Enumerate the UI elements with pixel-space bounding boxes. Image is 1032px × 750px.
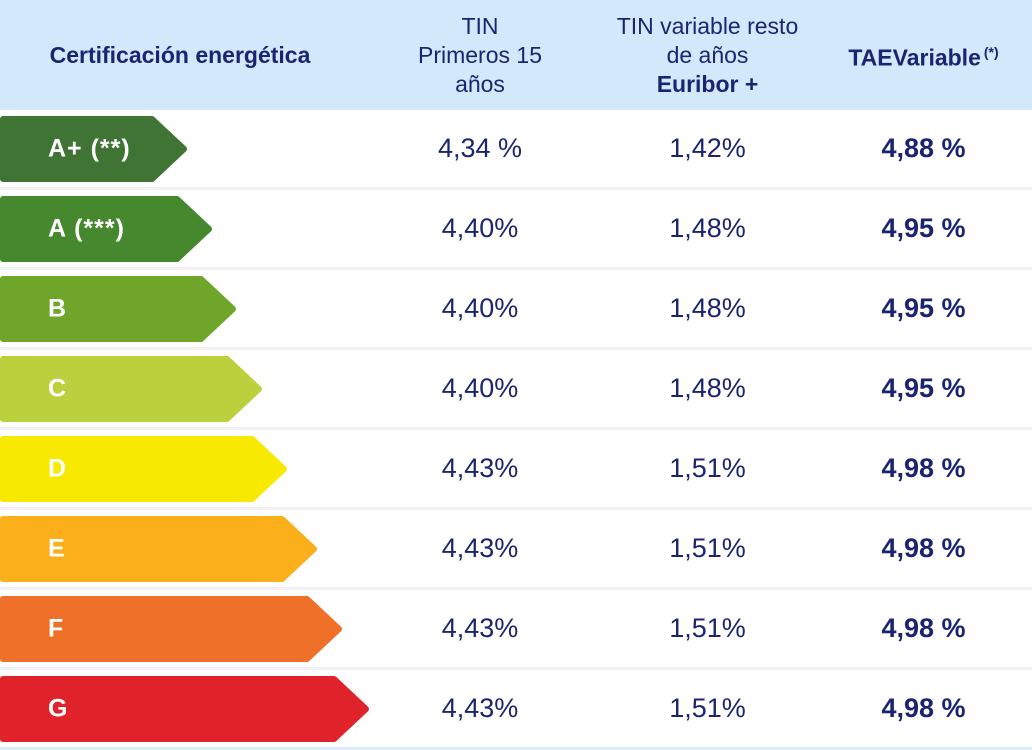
table-header: Certificación energética TIN Primeros 15…	[0, 0, 1032, 110]
header-tae-variable: TAEVariable (*)	[815, 38, 1032, 73]
header-tin-first-15: TIN Primeros 15 años	[360, 12, 600, 99]
energy-rating-label: A (***)	[48, 214, 125, 243]
tae-variable-value: 4,98 %	[881, 693, 966, 723]
tae-variable-value: 4,95 %	[881, 373, 966, 403]
tae-variable-value: 4,98 %	[881, 453, 966, 483]
energy-rating-cell: E	[0, 510, 360, 587]
energy-rating-arrow: F	[0, 596, 380, 662]
euribor-plus-value: 1,51%	[669, 533, 746, 563]
energy-rating-label: F	[48, 614, 65, 643]
header-certification: Certificación energética	[49, 41, 311, 68]
euribor-plus-value: 1,48%	[669, 373, 746, 403]
energy-rating-cell: D	[0, 430, 360, 507]
energy-rating-row: G 4,43% 1,51% 4,98 %	[0, 670, 1032, 750]
energy-rating-arrow: E	[0, 516, 380, 582]
energy-rating-label: C	[48, 374, 68, 403]
energy-rating-arrow: D	[0, 436, 380, 502]
energy-rating-cell: B	[0, 270, 360, 347]
tae-variable-value: 4,95 %	[881, 293, 966, 323]
energy-rating-row: F 4,43% 1,51% 4,98 %	[0, 590, 1032, 670]
energy-rating-cell: A+ (**)	[0, 110, 360, 187]
energy-rating-label: A+ (**)	[48, 134, 131, 163]
euribor-plus-value: 1,42%	[669, 133, 746, 163]
euribor-plus-value: 1,51%	[669, 693, 746, 723]
tae-variable-value: 4,98 %	[881, 533, 966, 563]
tae-variable-value: 4,88 %	[881, 133, 966, 163]
energy-rating-cell: A (***)	[0, 190, 360, 267]
tin-first-15-value: 4,34 %	[437, 133, 523, 163]
energy-rating-arrow: A (***)	[0, 196, 380, 262]
energy-rating-label: B	[48, 294, 68, 323]
euribor-plus-value: 1,51%	[669, 453, 746, 483]
rate-table-body: A+ (**) 4,34 % 1,42% 4,88 % A (***) 4,40…	[0, 110, 1032, 750]
tin-first-15-value: 4,40%	[441, 213, 519, 243]
energy-rating-cell: G	[0, 670, 369, 747]
header-tae-label: TAEVariable	[848, 44, 981, 71]
tin-first-15-value: 4,40%	[441, 293, 519, 323]
tin-first-15-value: 4,40%	[441, 373, 519, 403]
tin-first-15-value: 4,43%	[441, 453, 519, 483]
energy-rating-arrow: C	[0, 356, 380, 422]
euribor-plus-value: 1,51%	[669, 613, 746, 643]
energy-rating-row: B 4,40% 1,48% 4,95 %	[0, 270, 1032, 350]
energy-rating-arrow: A+ (**)	[0, 116, 380, 182]
energy-rating-cell: C	[0, 350, 360, 427]
tin-first-15-value: 4,43%	[441, 693, 519, 723]
header-tin-variable: TIN variable resto de años Euribor +	[600, 12, 815, 99]
energy-rating-label: G	[48, 694, 69, 723]
energy-rating-row: D 4,43% 1,51% 4,98 %	[0, 430, 1032, 510]
tae-variable-value: 4,98 %	[881, 613, 966, 643]
tin-first-15-value: 4,43%	[441, 533, 519, 563]
header-euribor-plus: Euribor +	[656, 70, 759, 97]
header-tae-footnote-marker: (*)	[983, 43, 999, 60]
energy-rating-arrow: B	[0, 276, 380, 342]
euribor-plus-value: 1,48%	[669, 293, 746, 323]
energy-rating-cell: F	[0, 590, 360, 667]
energy-rating-row: C 4,40% 1,48% 4,95 %	[0, 350, 1032, 430]
tin-first-15-value: 4,43%	[441, 613, 519, 643]
header-variable-line-1: TIN variable resto	[616, 12, 799, 39]
energy-rating-row: A (***) 4,40% 1,48% 4,95 %	[0, 190, 1032, 270]
header-tin-line-1: TIN	[461, 12, 499, 39]
energy-rating-row: E 4,43% 1,51% 4,98 %	[0, 510, 1032, 590]
euribor-plus-value: 1,48%	[669, 213, 746, 243]
header-variable-line-2: de años	[666, 41, 749, 68]
energy-rating-label: D	[48, 454, 68, 483]
header-tin-line-2: Primeros 15	[418, 41, 542, 68]
energy-rating-arrow: G	[0, 676, 380, 742]
energy-rating-label: E	[48, 534, 66, 563]
tae-variable-value: 4,95 %	[881, 213, 966, 243]
energy-rating-row: A+ (**) 4,34 % 1,42% 4,88 %	[0, 110, 1032, 190]
header-tin-line-3: años	[455, 70, 505, 97]
